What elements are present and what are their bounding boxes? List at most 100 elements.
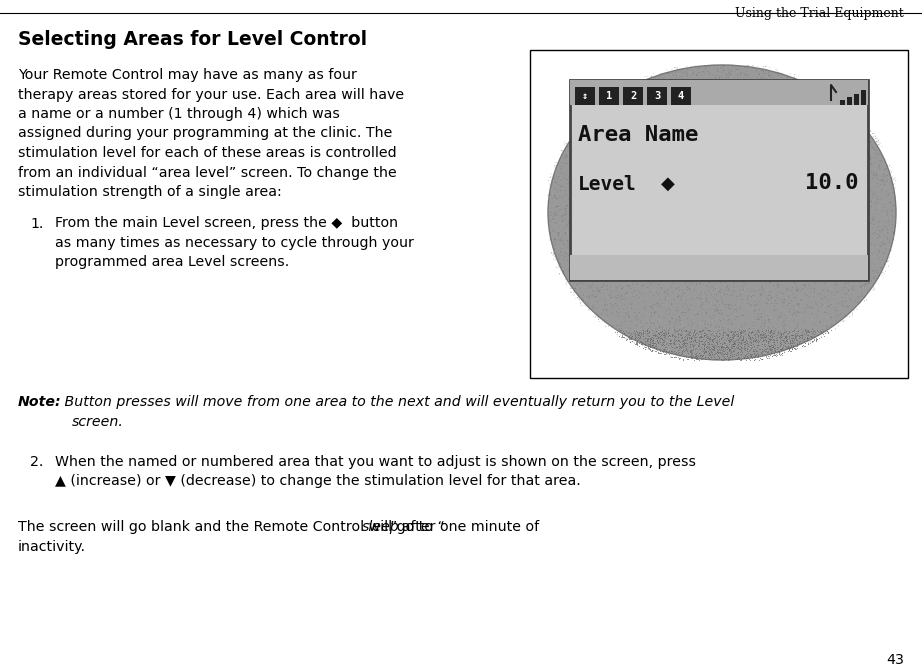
Point	[767, 156, 782, 166]
Point	[830, 184, 845, 195]
Point	[708, 344, 723, 355]
Point	[693, 255, 708, 265]
Point	[693, 214, 708, 225]
Point	[839, 138, 854, 149]
Point	[688, 335, 703, 345]
Point	[679, 245, 693, 256]
Point	[573, 134, 588, 145]
Point	[670, 335, 685, 346]
Point	[742, 308, 757, 319]
Point	[739, 62, 753, 73]
Point	[741, 129, 756, 140]
Point	[683, 332, 698, 343]
Point	[614, 217, 629, 228]
Point	[696, 353, 711, 364]
Point	[797, 112, 811, 122]
Point	[674, 319, 689, 329]
Point	[603, 239, 618, 250]
Point	[767, 176, 782, 186]
Point	[752, 328, 767, 339]
Point	[703, 345, 717, 355]
Point	[711, 353, 726, 363]
Point	[857, 273, 871, 284]
Point	[786, 141, 801, 152]
Point	[679, 335, 693, 345]
Point	[694, 156, 709, 166]
Point	[741, 345, 756, 356]
Point	[622, 104, 637, 115]
Point	[810, 194, 824, 204]
Point	[585, 286, 600, 297]
Point	[702, 257, 716, 268]
Point	[820, 185, 834, 196]
Point	[715, 176, 730, 187]
Point	[782, 185, 797, 196]
Point	[787, 225, 802, 236]
Point	[682, 254, 697, 265]
Point	[670, 181, 685, 192]
Point	[777, 200, 792, 211]
Point	[766, 209, 781, 220]
Point	[781, 240, 796, 251]
Point	[805, 331, 820, 342]
Point	[612, 253, 627, 263]
Point	[761, 338, 775, 349]
Point	[737, 277, 751, 287]
Point	[723, 136, 738, 147]
Point	[625, 137, 640, 148]
Point	[749, 174, 763, 185]
Point	[596, 302, 610, 313]
Point	[678, 341, 692, 351]
Point	[645, 265, 660, 276]
Point	[634, 292, 649, 303]
Point	[707, 169, 722, 180]
Point	[817, 116, 832, 126]
Point	[635, 86, 650, 97]
Text: ▲ (increase) or ▼ (decrease) to change the stimulation level for that area.: ▲ (increase) or ▼ (decrease) to change t…	[55, 474, 581, 488]
Point	[780, 142, 795, 152]
Point	[632, 261, 647, 271]
Text: From the main Level screen, press the ◆  button: From the main Level screen, press the ◆ …	[55, 216, 398, 230]
Point	[546, 209, 561, 220]
Point	[694, 331, 709, 342]
Point	[815, 284, 830, 295]
Point	[635, 338, 650, 349]
Point	[620, 334, 634, 345]
Point	[745, 327, 760, 338]
Point	[668, 253, 682, 263]
Point	[855, 144, 869, 154]
Point	[691, 259, 705, 269]
Point	[644, 123, 658, 134]
Point	[697, 86, 712, 97]
Point	[721, 177, 736, 188]
Point	[865, 142, 880, 153]
Point	[614, 196, 629, 206]
Point	[604, 109, 619, 120]
Point	[703, 159, 718, 170]
Point	[854, 243, 869, 254]
Point	[663, 130, 678, 141]
Point	[575, 157, 590, 168]
Point	[565, 148, 580, 159]
Point	[788, 188, 803, 198]
Point	[838, 220, 853, 230]
Point	[819, 136, 833, 147]
Point	[762, 343, 777, 354]
Point	[833, 303, 848, 314]
Point	[824, 96, 839, 107]
Point	[765, 188, 780, 198]
Point	[624, 331, 639, 342]
Point	[848, 229, 863, 240]
Point	[779, 332, 794, 343]
Point	[727, 77, 741, 88]
Point	[632, 263, 647, 273]
Point	[575, 214, 590, 225]
Point	[841, 170, 856, 181]
Point	[585, 129, 600, 140]
Point	[767, 235, 782, 246]
Point	[837, 216, 852, 226]
Point	[643, 218, 657, 228]
Point	[649, 172, 664, 182]
Point	[692, 267, 707, 277]
Point	[661, 129, 676, 140]
